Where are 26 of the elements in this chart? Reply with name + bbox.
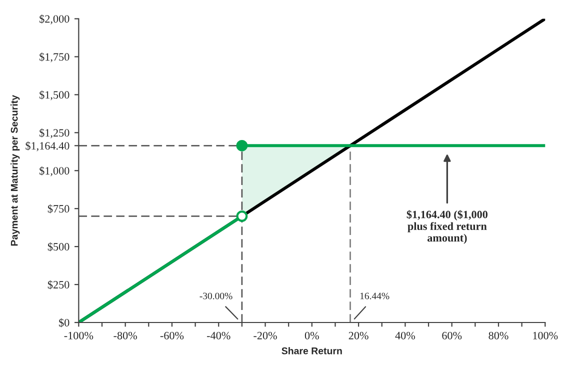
x-tick-label: 20% — [348, 332, 368, 340]
x-tick-label: -20% — [254, 332, 277, 340]
y-tick-label: $500 — [48, 242, 70, 252]
x-tick-label: -100% — [64, 332, 94, 340]
annotation: $1,164.40 ($1,000 plus fixed return amount) — [406, 210, 488, 244]
x-tick-label: 0% — [304, 332, 319, 340]
y-tick-label: $1,164.40 — [26, 141, 70, 152]
annotation: 16.44% — [360, 292, 390, 300]
y-tick-label: $0 — [59, 318, 70, 328]
x-tick-label: 60% — [442, 332, 462, 340]
x-tick-label: 100% — [533, 332, 558, 340]
y-tick-label: $1,250 — [40, 128, 70, 138]
y-tick-label: $1,750 — [40, 52, 70, 62]
y-tick-label: $250 — [48, 280, 70, 290]
x-tick-label: 40% — [395, 332, 416, 340]
y-axis-title: Payment at Maturity per Security — [10, 95, 20, 246]
y-tick-label: $2,000 — [40, 14, 70, 24]
x-axis-title: Share Return — [282, 347, 342, 354]
x-tick-label: -60% — [160, 332, 184, 340]
x-tick-label: -40% — [207, 332, 230, 340]
y-tick-label: $1,000 — [40, 166, 70, 176]
y-tick-label: $1,500 — [40, 90, 70, 100]
x-tick-label: 80% — [488, 332, 508, 340]
annotation: -30.00% — [200, 292, 232, 300]
x-tick-label: -80% — [114, 332, 137, 340]
y-tick-label: $750 — [48, 204, 70, 214]
